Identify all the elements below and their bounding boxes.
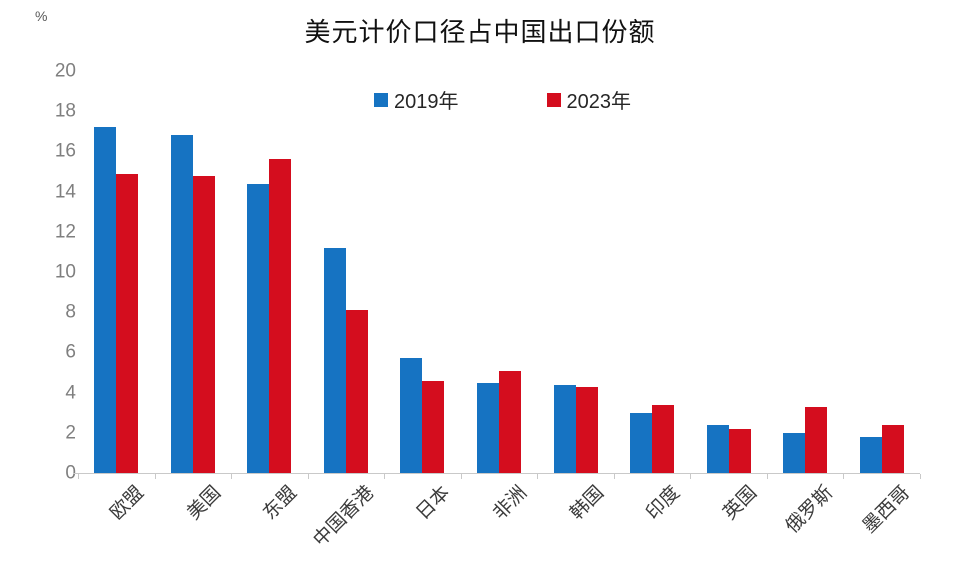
x-axis-tick — [231, 474, 233, 479]
bar-2023年-日本 — [422, 380, 445, 473]
bar-group-韩国 — [537, 71, 614, 473]
x-axis-tick — [154, 474, 156, 479]
x-axis-category-label: 印度 — [642, 482, 685, 525]
bar-2023年-英国 — [728, 428, 751, 473]
bar-group-俄罗斯 — [767, 71, 844, 473]
y-axis-tick-label: 20 — [54, 60, 76, 82]
bar-group-非洲 — [461, 71, 538, 473]
bar-2019年-印度 — [630, 412, 653, 473]
y-axis-tick-label: 12 — [54, 221, 76, 243]
bar-2019年-非洲 — [477, 382, 499, 473]
bar-2023年-东盟 — [269, 159, 292, 473]
x-axis-category-label: 中国香港 — [309, 482, 379, 551]
x-axis-tick — [78, 474, 79, 479]
bar-2019年-墨西哥 — [859, 436, 882, 473]
bar-2023年-中国香港 — [345, 310, 368, 473]
legend: 2019年 2023年 — [374, 85, 631, 114]
legend-item-2019年: 2019年 — [374, 85, 459, 114]
x-axis-category-label: 墨西哥 — [858, 482, 914, 538]
bar-2019年-俄罗斯 — [783, 432, 806, 473]
x-axis-category-label: 欧盟 — [106, 482, 149, 525]
x-axis-category-label: 俄罗斯 — [782, 482, 838, 538]
x-axis-category-label: 美国 — [183, 482, 225, 525]
y-axis-tick-label: 18 — [54, 100, 76, 122]
y-axis-tick-label: 14 — [54, 181, 76, 203]
bar-group-东盟 — [231, 71, 308, 473]
x-axis-tick — [537, 474, 539, 479]
y-axis-tick-label: 2 — [65, 422, 76, 444]
x-axis-tick — [384, 474, 386, 479]
x-axis-tick — [690, 474, 692, 479]
bar-2023年-韩国 — [575, 386, 598, 473]
bar-2019年-东盟 — [247, 183, 270, 473]
bar-2019年-日本 — [400, 358, 423, 473]
bar-2023年-俄罗斯 — [805, 406, 828, 473]
bar-2023年-印度 — [652, 404, 675, 473]
y-axis-tick-label: 4 — [65, 382, 76, 404]
y-axis-tick-label: 16 — [54, 140, 76, 162]
bar-2019年-美国 — [170, 135, 193, 473]
y-axis-tick-label: 10 — [54, 261, 76, 283]
bar-2019年-英国 — [706, 424, 729, 473]
bar-2023年-墨西哥 — [881, 424, 904, 473]
y-axis-unit-label: % — [35, 8, 48, 24]
bar-group-日本 — [384, 71, 461, 473]
x-axis-tick — [766, 474, 768, 479]
bar-group-美国 — [155, 71, 232, 473]
bar-group-中国香港 — [308, 71, 385, 473]
bar-group-印度 — [614, 71, 691, 473]
x-axis-category-label: 东盟 — [259, 482, 302, 525]
y-axis-tick-label: 8 — [65, 301, 76, 323]
x-axis-tick — [613, 474, 615, 479]
bar-group-欧盟 — [78, 71, 155, 473]
x-axis-tick — [920, 474, 921, 479]
bar-2019年-欧盟 — [94, 127, 117, 473]
legend-swatch-icon — [546, 92, 561, 107]
bar-2023年-美国 — [192, 175, 215, 473]
bar-2019年-韩国 — [553, 384, 576, 473]
x-axis-tick — [460, 474, 462, 479]
legend-label: 2019年 — [394, 91, 459, 113]
bar-2023年-欧盟 — [116, 173, 139, 473]
bar-2023年-非洲 — [499, 370, 521, 473]
x-axis-category-label: 韩国 — [565, 482, 608, 525]
bar-2019年-中国香港 — [323, 247, 346, 473]
legend-label: 2023年 — [566, 91, 632, 113]
x-axis-tick — [843, 474, 845, 479]
legend-item-2023年: 2023年 — [546, 85, 632, 114]
x-axis-category-label: 非洲 — [489, 482, 532, 525]
chart-title: 美元计价口径占中国出口份额 — [304, 17, 656, 47]
y-axis-tick-label: 6 — [65, 341, 76, 363]
x-axis-line — [73, 473, 920, 474]
x-axis-category-label: 英国 — [719, 482, 761, 525]
y-axis-tick-label: 0 — [65, 462, 76, 484]
bar-group-墨西哥 — [843, 71, 920, 473]
bar-group-英国 — [690, 71, 767, 473]
plot-area — [78, 71, 920, 473]
x-axis-category-label: 日本 — [412, 482, 455, 525]
x-axis-tick — [307, 474, 309, 479]
legend-swatch-icon — [374, 92, 388, 107]
